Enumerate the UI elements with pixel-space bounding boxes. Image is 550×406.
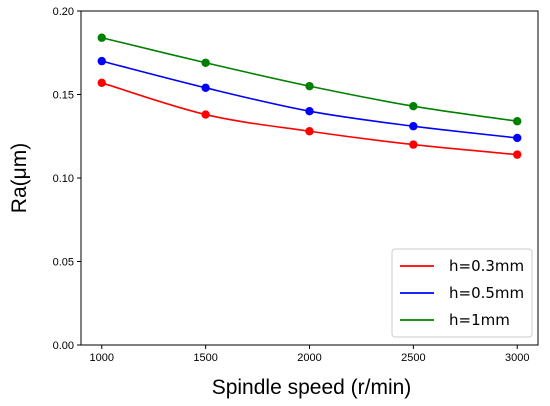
x-tick-label: 2500 (401, 352, 425, 364)
data-point (409, 101, 418, 111)
x-tick-label: 1500 (193, 352, 217, 364)
legend-label: h=0.3mm (449, 257, 524, 275)
data-point (97, 56, 106, 66)
x-axis-label: Spindle speed (r/min) (212, 376, 412, 399)
series-line (101, 60, 518, 139)
data-point (97, 33, 106, 42)
data-point (409, 122, 418, 131)
series-layer (97, 33, 522, 159)
y-axis-label: Ra(μm) (8, 143, 31, 213)
data-point (305, 81, 314, 91)
x-axis-ticks: 1000 1500 2000 2500 3000 (90, 345, 529, 364)
y-tick-label: 0.10 (53, 173, 74, 185)
legend-label: h=1mm (449, 311, 510, 329)
y-tick-label: 0.05 (53, 257, 74, 269)
data-point (201, 58, 210, 67)
y-tick-label: 0.00 (53, 340, 74, 352)
x-tick-label: 2000 (297, 352, 321, 364)
data-point (201, 110, 210, 119)
y-axis-ticks: 0.00 0.05 0.10 0.15 0.20 (53, 6, 81, 352)
legend-box (391, 248, 533, 338)
y-tick-label: 0.20 (53, 6, 74, 18)
data-point (305, 127, 314, 136)
x-tick-label: 1000 (90, 352, 114, 364)
series-line (101, 82, 518, 156)
data-point (513, 150, 522, 159)
data-point (97, 78, 106, 88)
data-point (201, 83, 210, 93)
data-point (513, 133, 522, 143)
x-tick-label: 3000 (505, 352, 529, 364)
legend: h=0.3mm h=0.5mm h=1mm (391, 248, 533, 338)
data-point (305, 107, 314, 116)
data-point (513, 117, 522, 126)
legend-label: h=0.5mm (449, 284, 524, 302)
data-point (409, 140, 418, 149)
y-tick-label: 0.15 (53, 90, 74, 102)
